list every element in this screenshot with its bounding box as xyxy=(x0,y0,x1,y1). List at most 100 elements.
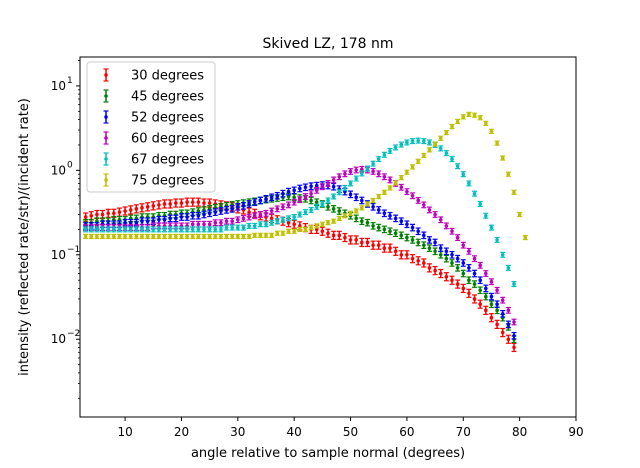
data-point xyxy=(405,170,409,175)
data-point xyxy=(303,194,308,199)
data-point xyxy=(190,227,195,232)
data-point xyxy=(461,243,466,247)
data-point xyxy=(275,193,280,198)
data-point xyxy=(196,209,201,213)
data-point xyxy=(179,201,184,205)
data-point xyxy=(438,146,443,151)
data-point xyxy=(388,186,392,190)
data-point xyxy=(450,124,454,129)
data-point xyxy=(292,215,296,219)
data-point xyxy=(343,213,347,218)
data-point xyxy=(478,288,482,293)
data-point xyxy=(393,216,398,221)
data-point xyxy=(303,185,308,190)
y-tick-label: 10 xyxy=(51,248,66,262)
data-point xyxy=(157,227,161,232)
data-point xyxy=(168,216,172,221)
data-point xyxy=(416,240,420,245)
data-point xyxy=(382,246,387,250)
data-point xyxy=(343,186,347,190)
data-point xyxy=(106,234,110,239)
data-point xyxy=(331,233,336,238)
data-point xyxy=(500,156,505,160)
data-point xyxy=(489,294,494,299)
y-tick-label: 10 xyxy=(51,163,66,177)
data-point xyxy=(95,212,99,217)
data-point xyxy=(461,286,466,291)
y-tick-label: 10 xyxy=(51,79,66,93)
data-point xyxy=(422,233,426,238)
data-point xyxy=(376,172,381,176)
data-point xyxy=(337,209,342,213)
x-tick-label: 60 xyxy=(399,425,414,439)
data-point xyxy=(247,215,251,219)
data-point xyxy=(106,227,110,232)
data-point xyxy=(247,202,251,206)
data-point xyxy=(433,142,437,146)
data-point xyxy=(422,261,426,265)
data-point xyxy=(247,224,251,228)
legend: 30 degrees 45 degrees 52 degrees 60 degrees… xyxy=(86,61,216,193)
data-point xyxy=(438,246,443,250)
legend-label: 60 degrees xyxy=(131,132,204,147)
data-point xyxy=(455,256,460,261)
data-point xyxy=(438,253,443,257)
data-point xyxy=(365,202,370,206)
data-point xyxy=(241,225,246,230)
data-point xyxy=(275,219,280,223)
data-point xyxy=(489,225,494,230)
data-point xyxy=(157,203,161,207)
data-point xyxy=(162,227,167,232)
data-point xyxy=(157,234,161,239)
data-point xyxy=(478,263,482,268)
data-point xyxy=(433,212,437,217)
data-point xyxy=(112,234,116,239)
data-point xyxy=(360,219,364,223)
data-point xyxy=(83,215,88,219)
data-point xyxy=(444,256,449,261)
data-point xyxy=(388,246,392,250)
data-point xyxy=(455,266,460,270)
data-point xyxy=(236,225,240,230)
data-point xyxy=(399,233,404,238)
data-point xyxy=(151,234,156,239)
data-point xyxy=(298,197,302,202)
series-75-degrees xyxy=(83,111,528,241)
series-67-degrees xyxy=(83,137,517,288)
data-point xyxy=(438,136,443,141)
data-point xyxy=(416,258,420,263)
legend-entry: 75 degrees xyxy=(103,173,204,189)
data-point xyxy=(512,320,516,324)
data-point xyxy=(224,208,229,212)
data-point xyxy=(196,200,201,204)
data-point xyxy=(286,203,291,207)
data-point xyxy=(388,149,392,153)
data-point xyxy=(202,222,206,227)
data-point xyxy=(151,204,156,208)
data-point xyxy=(275,231,280,236)
data-point xyxy=(140,234,144,239)
data-point xyxy=(281,205,285,209)
data-point xyxy=(219,234,223,239)
data-point xyxy=(410,225,415,230)
data-point xyxy=(298,212,302,217)
data-point xyxy=(354,209,358,213)
data-point xyxy=(337,174,342,179)
data-point xyxy=(134,227,139,232)
data-point xyxy=(134,220,139,225)
data-point xyxy=(484,213,488,218)
data-point xyxy=(320,202,325,206)
data-point xyxy=(512,190,516,195)
data-point xyxy=(467,249,471,254)
legend-entry: 52 degrees xyxy=(103,110,204,126)
data-point xyxy=(252,233,257,238)
data-point xyxy=(489,315,494,320)
data-point xyxy=(134,207,139,211)
x-tick-label: 70 xyxy=(456,425,471,439)
data-point xyxy=(416,159,420,164)
data-point xyxy=(140,206,144,210)
data-point xyxy=(371,198,375,203)
data-point xyxy=(472,282,477,286)
data-point xyxy=(422,243,426,247)
